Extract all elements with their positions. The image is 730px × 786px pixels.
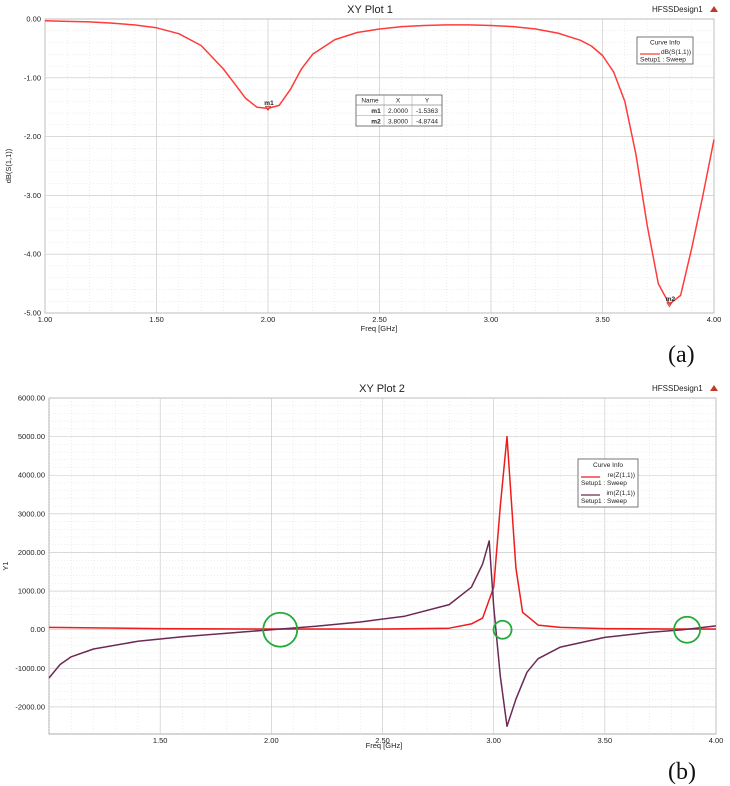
plot1-legend-frame [636, 36, 694, 65]
y-tick-label: -4.00 [24, 250, 41, 259]
y-tick-label: 0.00 [30, 625, 45, 634]
x-tick-label: 1.00 [38, 315, 53, 324]
plot2-title: XY Plot 2 [359, 383, 405, 395]
y-tick-label: -2.00 [24, 132, 41, 141]
plot2-y-ticks: 6000.00 5000.00 4000.00 3000.00 2000.00 1000.… [15, 394, 45, 712]
marker-table-frame [355, 94, 443, 127]
plot1-legend-series-name: dB(S(1,1)) [661, 49, 691, 56]
plot1-y-axis-label: dB(S(1,1)) [4, 148, 13, 183]
plot1-legend[interactable]: Curve Info dB(S(1,1)) Setup1 : Sweep [636, 36, 694, 65]
xy-plot-1: XY Plot 1 HFSSDesign1 1.00 1.50 2.00 2.50 3.… [4, 4, 721, 333]
marker-table-m2-name: m2 [371, 119, 381, 126]
x-tick-label: 3.00 [484, 315, 499, 324]
marker-table-m1-y: -1.5363 [416, 108, 438, 115]
y-tick-label: 4000.00 [18, 471, 45, 480]
plot2-legend-title: Curve Info [593, 462, 623, 469]
x-tick-label: 4.00 [709, 736, 724, 745]
marker-m2-icon [666, 302, 673, 308]
marker-table-header-x: X [396, 98, 401, 105]
x-tick-label: 3.50 [595, 315, 610, 324]
plot2-legend-sub-im: Setup1 : Sweep [581, 498, 627, 505]
marker-m1-icon [264, 105, 272, 112]
y-tick-label: -1.00 [24, 73, 41, 82]
highlight-circle [262, 611, 299, 648]
y-tick-label: -1000.00 [15, 664, 45, 673]
x-tick-label: 1.50 [149, 315, 164, 324]
y-tick-label: 2000.00 [18, 548, 45, 557]
plot1-design-name: HFSSDesign1 [652, 5, 703, 14]
highlight-circle [673, 615, 701, 644]
plot1-x-ticks: 1.00 1.50 2.00 2.50 3.00 3.50 4.00 [38, 315, 722, 324]
plot2-legend-frame [577, 458, 639, 508]
highlight-circle [492, 619, 513, 640]
plot2-legend[interactable]: Curve Info re(Z(1,1)) Setup1 : Sweep im(… [577, 458, 639, 508]
y-tick-label: -2000.00 [15, 702, 45, 711]
y-tick-label: 0.00 [26, 15, 41, 24]
x-tick-label: 1.50 [153, 736, 168, 745]
marker-table-header-y: Y [425, 98, 430, 105]
marker-m2-label: m2 [666, 296, 676, 303]
plot1-y-ticks: 0.00 -1.00 -2.00 -3.00 -4.00 -5.00 [24, 15, 41, 318]
panel-label-a: (a) [668, 342, 695, 368]
series-line-1 [44, 20, 715, 305]
plot2-y-axis-label: Y1 [1, 561, 10, 570]
plot2-x-ticks: 1.50 2.00 2.50 3.00 3.50 4.00 [153, 736, 723, 745]
x-tick-label: 4.00 [707, 315, 722, 324]
plot1-title: XY Plot 1 [347, 4, 393, 16]
marker-table-m2-y: -4.8744 [416, 119, 438, 126]
plot1-markers: m1 m2 [264, 100, 676, 308]
plot2-design-name: HFSSDesign1 [652, 384, 703, 393]
marker-m1-label: m1 [264, 100, 274, 107]
plot2-highlight-circles [262, 611, 701, 648]
y-tick-label: 5000.00 [18, 432, 45, 441]
x-tick-label: 2.50 [372, 315, 387, 324]
x-tick-label: 3.50 [598, 736, 613, 745]
plot2-triangle-icon [710, 385, 718, 391]
plot1-marker-table: Name X Y m1 2.0000 -1.5363 m2 3.8000 -4.… [355, 94, 443, 127]
series-line-1 [48, 435, 716, 630]
y-tick-label: -5.00 [24, 309, 41, 318]
y-tick-label: -3.00 [24, 191, 41, 200]
x-tick-label: 2.50 [375, 736, 390, 745]
panel-label-b: (b) [668, 759, 696, 785]
x-tick-label: 3.00 [486, 736, 501, 745]
series-line-2 [48, 540, 717, 728]
plot1-curves [44, 20, 715, 305]
y-tick-label: 6000.00 [18, 394, 45, 403]
xy-plot-2: XY Plot 2 HFSSDesign1 1.50 2.00 2.50 3.00 3.… [1, 383, 723, 750]
marker-table-header-name: Name [361, 98, 379, 105]
plot1-legend-series-sub: Setup1 : Sweep [640, 57, 686, 64]
y-tick-label: 1000.00 [18, 587, 45, 596]
plot1-grid [44, 18, 715, 314]
marker-table-m2-x: 3.8000 [388, 119, 408, 126]
plot2-x-axis-label: Freq [GHz] [366, 741, 403, 750]
marker-table-m1-x: 2.0000 [388, 108, 408, 115]
plot2-legend-series-re: re(Z(1,1)) [608, 472, 635, 479]
plot1-triangle-icon [710, 6, 718, 12]
plot1-x-axis-label: Freq [GHz] [361, 324, 398, 333]
y-tick-label: 3000.00 [18, 509, 45, 518]
x-tick-label: 2.00 [264, 736, 279, 745]
plot2-curves [48, 435, 717, 728]
x-tick-label: 2.00 [261, 315, 276, 324]
plot2-legend-series-im: im(Z(1,1)) [606, 490, 635, 497]
plot2-legend-sub-re: Setup1 : Sweep [581, 480, 627, 487]
plot1-legend-title: Curve Info [650, 40, 680, 47]
marker-table-m1-name: m1 [371, 108, 381, 115]
